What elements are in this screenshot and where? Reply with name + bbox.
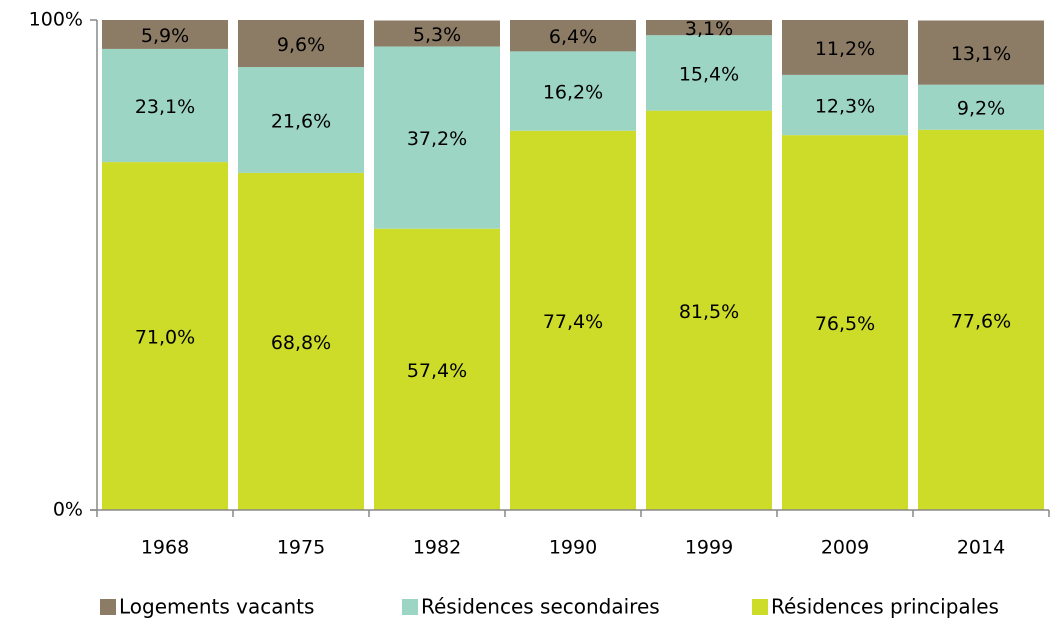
x-tick-label: 1982 [413, 537, 461, 559]
data-label: 37,2% [407, 128, 467, 150]
data-label: 5,9% [141, 25, 189, 47]
data-label: 9,6% [277, 34, 325, 56]
y-tick-label: 0% [53, 499, 83, 521]
bar-segment [238, 20, 364, 68]
legend-label: Résidences secondaires [421, 595, 660, 619]
data-label: 21,6% [271, 110, 331, 132]
bar-segment [102, 20, 228, 49]
bar-segment [646, 35, 772, 111]
bar-segment [510, 130, 636, 511]
x-tick-label: 2014 [957, 537, 1005, 559]
bar-segment [918, 129, 1044, 510]
data-label: 68,8% [271, 332, 331, 354]
bar-segment [918, 20, 1044, 85]
data-label: 16,2% [543, 82, 603, 104]
x-tick-label: 1968 [141, 537, 189, 559]
data-label: 77,6% [951, 310, 1011, 332]
bar-segment [374, 46, 500, 229]
bar-segment [646, 20, 772, 36]
x-tick-label: 2009 [821, 537, 869, 559]
bar-segment [782, 20, 908, 75]
bar-segment [918, 84, 1044, 130]
data-label: 57,4% [407, 360, 467, 382]
legend-swatch [752, 599, 768, 615]
legend-label: Logements vacants [119, 595, 314, 619]
bar-segment [510, 51, 636, 131]
legend-label: Résidences principales [771, 595, 999, 619]
x-tick-label: 1990 [549, 537, 597, 559]
data-label: 13,1% [951, 43, 1011, 65]
data-label: 9,2% [957, 98, 1005, 120]
bar-segment [510, 20, 636, 52]
data-label: 6,4% [549, 26, 597, 48]
bar-segment [238, 67, 364, 173]
data-label: 12,3% [815, 96, 875, 118]
bar-segment [782, 74, 908, 136]
x-tick-label: 1999 [685, 537, 733, 559]
data-label: 15,4% [679, 63, 739, 85]
data-label: 11,2% [815, 38, 875, 60]
bar-segment [782, 135, 908, 510]
data-label: 76,5% [815, 313, 875, 335]
data-label: 71,0% [135, 327, 195, 349]
x-tick-label: 1975 [277, 537, 325, 559]
data-label: 77,4% [543, 311, 603, 333]
data-label: 3,1% [685, 18, 733, 40]
bar-segment [374, 228, 500, 511]
data-label: 81,5% [679, 301, 739, 323]
bar-segment [102, 162, 228, 510]
data-label: 23,1% [135, 96, 195, 118]
legend-swatch [402, 599, 418, 615]
y-tick-label: 100% [29, 9, 83, 31]
bar-segment [646, 110, 772, 511]
legend-swatch [100, 599, 116, 615]
bar-segment [238, 172, 364, 510]
bar-segment [374, 20, 500, 47]
bar-segment [102, 48, 228, 163]
data-label: 5,3% [413, 24, 461, 46]
